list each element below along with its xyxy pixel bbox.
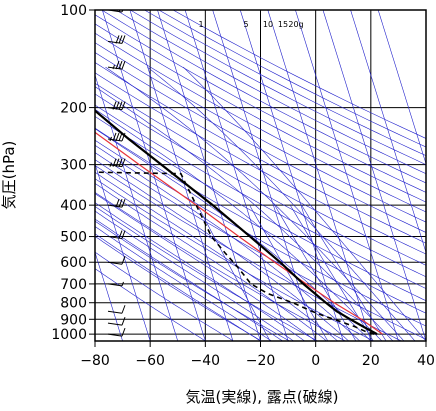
x-axis-label: 気温(実線), 露点(破線) [186,388,339,406]
moist-adiabat-line [95,210,294,341]
wind-barb [107,198,126,208]
dry-adiabat-line [95,72,426,255]
dry-adiabat-line [95,14,426,193]
wind-barb [107,101,126,111]
isotherm-line [350,10,426,254]
dry-adiabat-line [101,10,426,184]
dry-adiabat-line [95,42,426,223]
y-tick-label: 900 [60,312,87,328]
isotherm-line [295,10,399,341]
mixing-ratio-line [289,204,374,341]
isotherm-line [157,10,261,341]
x-tick-label: 20 [362,353,380,369]
y-tick-label: 800 [60,296,87,312]
dry-adiabat-line [95,32,426,213]
wind-barb [107,60,126,70]
isotherm-line [95,162,151,341]
wind-barb [107,305,126,314]
x-tick-label: −40 [191,353,221,369]
moist-adiabat-line [95,144,361,341]
mixing-ratio-line [301,204,387,341]
dry-adiabat-line [95,127,426,314]
isotherm-line [95,251,123,341]
isotherm-line [377,10,426,165]
parcel-path-line [95,131,383,335]
y-axis-label: 気圧(hPa) [0,141,18,210]
moist-adiabat-line [95,226,272,341]
dry-adiabat-line [115,10,426,174]
mixing-ratio-line [197,204,271,341]
isotherm-line [184,10,289,341]
wind-barb [107,281,124,287]
moist-adiabat-line [147,66,416,341]
dry-adiabat-line [158,10,426,148]
isotherm-line [239,10,344,341]
temperature-profile-line [95,109,378,336]
y-tick-label: 200 [60,101,87,117]
moist-adiabat-line [95,218,283,341]
dry-adiabat-line [95,93,426,278]
wind-barb [107,256,126,265]
mixing-ratio-label: 5 [243,20,248,29]
moist-adiabat-line [95,171,338,341]
x-tick-label: 40 [417,353,435,369]
dry-adiabat-line [95,116,426,302]
dry-adiabat-line [130,10,426,165]
mixing-ratio-line [274,204,357,341]
x-tick-label: 0 [311,353,320,369]
moist-adiabat-line [95,159,349,341]
dry-adiabat-line [172,10,426,139]
dry-adiabat-line [95,236,262,341]
dewpoint-profile-line [95,171,375,335]
moist-adiabat-line [95,202,305,341]
dry-adiabat-line [95,23,426,203]
isotherm-line [212,10,316,341]
mixing-ratio-label: 15 [278,20,288,29]
moist-adiabat-line [95,128,372,341]
dry-adiabat-line [95,191,346,341]
dry-adiabat-line [95,52,426,233]
mixing-ratio-label: 20g [288,20,303,29]
moist-adiabat-line [95,183,327,341]
y-tick-label: 500 [60,230,87,246]
wind-barb [107,316,126,326]
dry-adiabat-line [95,206,318,341]
dry-adiabat-line [144,10,426,157]
dry-adiabat-line [95,62,426,244]
wind-barb [107,158,126,168]
y-tick-label: 100 [60,3,87,19]
moist-adiabat-line [95,193,316,341]
mixing-ratio-label: 10 [263,20,273,29]
y-tick-label: 1000 [51,327,87,343]
dry-adiabat-line [95,268,206,341]
x-tick-label: −20 [246,353,276,369]
y-tick-label: 700 [60,277,87,293]
wind-barb [107,230,126,240]
dry-adiabat-line [95,220,290,341]
x-tick-label: −80 [80,353,110,369]
y-tick-label: 300 [60,158,87,174]
y-tick-label: 400 [60,198,87,214]
dry-adiabat-line [95,82,426,266]
mixing-ratio-line [249,204,329,341]
wind-barb [107,10,124,13]
dry-adiabat-line [95,139,426,327]
isotherm-line [95,74,179,341]
wind-barb [107,327,126,337]
wind-barb [107,35,126,44]
dry-adiabat-line [95,104,426,289]
moist-adiabat-line [182,66,426,341]
dry-adiabat-line [95,165,402,341]
isotherm-line [322,10,426,341]
dry-adiabat-line [95,251,234,341]
mixing-ratio-label: 1 [198,20,203,29]
moist-adiabat-line [105,66,405,341]
y-tick-label: 600 [60,255,87,271]
moist-adiabat-line [95,233,261,341]
x-tick-label: −60 [135,353,165,369]
wind-barb [107,132,126,142]
